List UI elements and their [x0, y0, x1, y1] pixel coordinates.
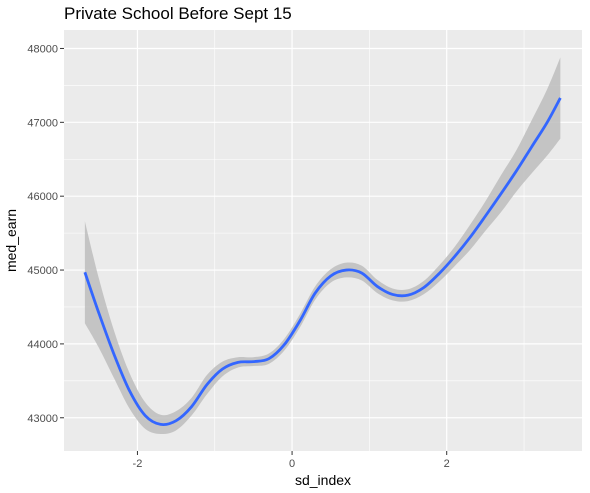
y-tick-label: 43000: [27, 413, 58, 425]
chart-title: Private School Before Sept 15: [64, 4, 292, 23]
plot-panel: [64, 30, 582, 451]
y-tick-label: 44000: [27, 339, 58, 351]
x-tick-label: -2: [133, 458, 143, 470]
y-tick-label: 46000: [27, 191, 58, 203]
x-axis-title: sd_index: [295, 472, 351, 488]
y-axis-title: med_earn: [3, 209, 19, 272]
y-axis: 43000 44000 45000 46000 47000 48000: [27, 43, 64, 425]
y-tick-label: 47000: [27, 117, 58, 129]
x-axis: -2 0 2: [133, 451, 450, 470]
y-tick-label: 48000: [27, 43, 58, 55]
y-tick-label: 45000: [27, 265, 58, 277]
x-tick-label: 0: [289, 458, 295, 470]
smooth-line: [83, 97, 562, 427]
x-tick-label: 2: [444, 458, 450, 470]
grid-minor: [64, 30, 582, 451]
